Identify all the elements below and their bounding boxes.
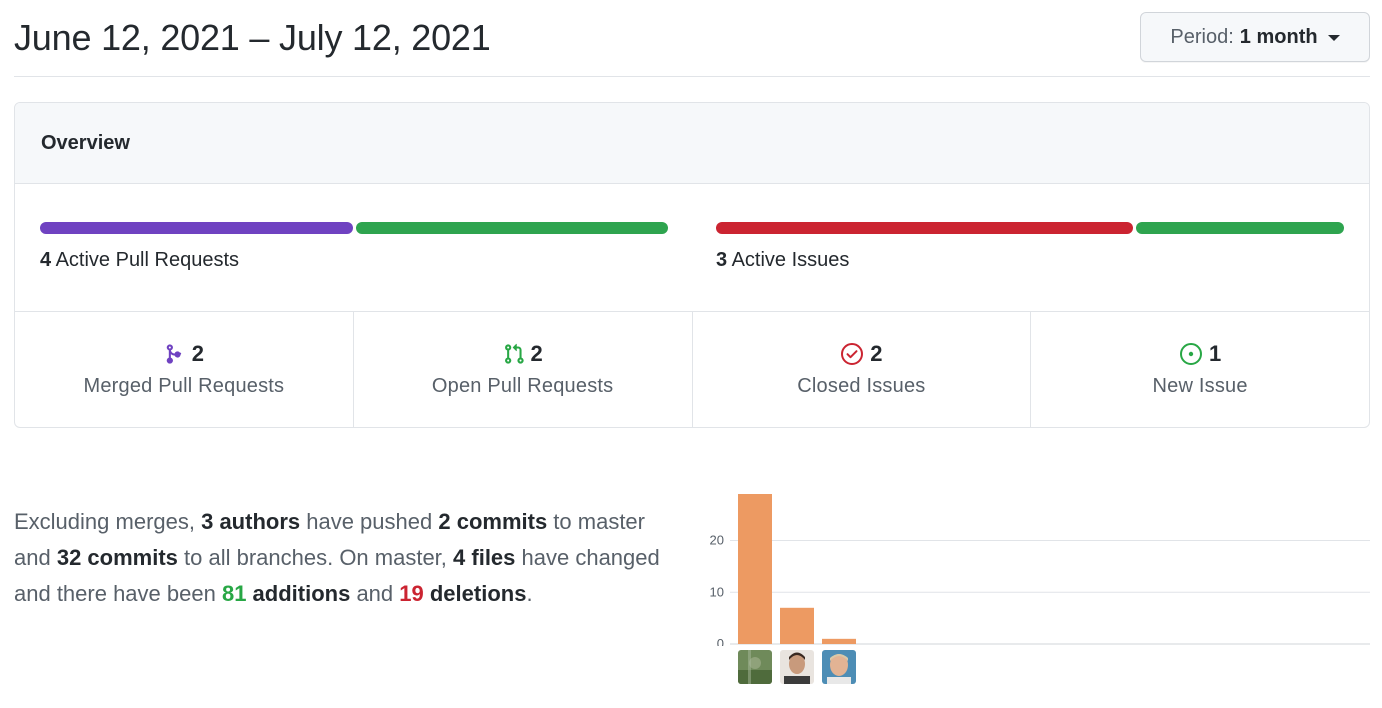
summary-text: Excluding merges,	[14, 509, 202, 534]
closed-issues-count: 2	[870, 341, 883, 366]
all-commits-count: 32 commits	[56, 545, 178, 570]
y-tick-label: 0	[717, 636, 724, 646]
stat-merged-pull-requests[interactable]: 2 Merged Pull Requests	[15, 312, 354, 427]
closed-issues-label: Closed Issues	[797, 375, 926, 397]
summary-text: to all branches. On master,	[177, 545, 454, 570]
overview-panel: Overview 4 Active Pull Requests 3 Active…	[14, 102, 1370, 428]
y-tick-label: 20	[710, 533, 724, 548]
master-commits-count: 2 commits	[438, 509, 548, 534]
summary-text: and	[350, 581, 400, 606]
issues-progress-bar	[716, 222, 1344, 234]
merged-pull-requests-label: Merged Pull Requests	[83, 375, 285, 397]
summary-text: .	[526, 581, 533, 606]
commit-bar[interactable]	[738, 494, 772, 644]
commit-bar[interactable]	[822, 638, 856, 644]
issues-closed-segment	[716, 222, 1133, 234]
active-pull-requests-caption: 4 Active Pull Requests	[40, 249, 668, 272]
page-header: June 12, 2021 – July 12, 2021 Period: 1 …	[14, 0, 1370, 77]
commit-bar[interactable]	[780, 607, 814, 644]
caret-down-icon	[1327, 35, 1340, 41]
overview-stats: 2 Merged Pull Requests 2 Open Pull Reque…	[15, 312, 1369, 427]
summary-text: have changed and there have been	[14, 545, 660, 606]
git-merge-icon	[164, 343, 186, 365]
new-issue-label: New Issue	[1152, 375, 1248, 397]
summary-text: to master and	[14, 509, 645, 570]
additions-count: 81	[221, 581, 247, 606]
open-pull-requests-label: Open Pull Requests	[431, 375, 614, 397]
authors-count: 3 authors	[201, 509, 301, 534]
summary-text: have pushed	[300, 509, 439, 534]
commits-chart-svg: 0 10 20	[710, 494, 1370, 646]
overview-title: Overview	[41, 131, 130, 154]
issue-opened-icon	[1179, 342, 1203, 366]
active-issues-caption: 3 Active Issues	[716, 249, 1344, 272]
stat-new-issue[interactable]: 1 New Issue	[1031, 312, 1369, 427]
merged-pull-requests-count: 2	[191, 341, 204, 366]
commits-by-author-chart: 0 10 20	[700, 486, 1370, 686]
author-avatar[interactable]	[822, 650, 856, 684]
active-issues-summary[interactable]: 3 Active Issues	[716, 222, 1344, 272]
active-issues-label: Active Issues	[731, 249, 850, 271]
active-pull-requests-count: 4	[40, 249, 52, 271]
files-count: 4 files	[453, 545, 516, 570]
author-avatar[interactable]	[780, 650, 814, 684]
active-pull-requests-summary[interactable]: 4 Active Pull Requests	[40, 222, 668, 272]
active-issues-count: 3	[716, 249, 728, 271]
author-avatar[interactable]	[738, 650, 772, 684]
deletions-label: deletions	[423, 581, 527, 606]
pull-requests-open-segment	[355, 222, 668, 234]
overview-header: Overview	[15, 103, 1369, 184]
open-pull-requests-count: 2	[530, 341, 543, 366]
new-issue-count: 1	[1209, 341, 1222, 366]
issues-new-segment	[1135, 222, 1344, 234]
period-select-button[interactable]: Period: 1 month	[1140, 12, 1370, 62]
deletions-count: 19	[399, 581, 424, 606]
date-range-title: June 12, 2021 – July 12, 2021	[14, 17, 491, 58]
additions-label: additions	[246, 581, 351, 606]
stat-closed-issues[interactable]: 2 Closed Issues	[693, 312, 1032, 427]
y-tick-label: 10	[710, 584, 724, 599]
stat-open-pull-requests[interactable]: 2 Open Pull Requests	[354, 312, 693, 427]
pull-requests-merged-segment	[40, 222, 353, 234]
pull-requests-progress-bar	[40, 222, 668, 234]
issue-closed-icon	[840, 342, 864, 366]
commit-summary: Excluding merges, 3 authors have pushed …	[14, 504, 686, 612]
period-label: Period:	[1170, 25, 1234, 48]
overview-bars: 4 Active Pull Requests 3 Active Issues	[15, 184, 1369, 312]
git-pull-request-icon	[503, 343, 525, 365]
period-value: 1 month	[1239, 25, 1318, 48]
active-pull-requests-label: Active Pull Requests	[55, 249, 239, 271]
